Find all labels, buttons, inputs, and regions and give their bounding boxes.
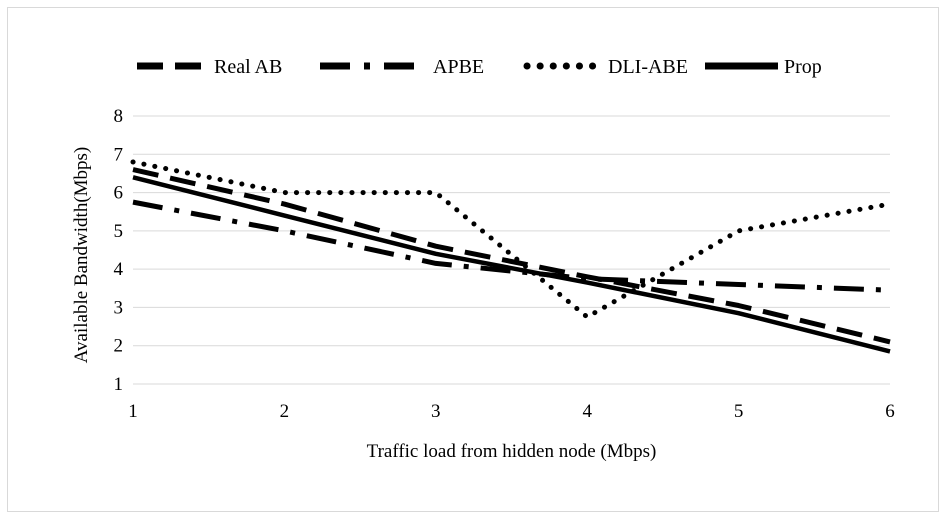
series-line-prop: [132, 175, 891, 354]
x-axis-ticks: 1 2 3 4 5 6: [128, 401, 895, 422]
legend-label: Real AB: [214, 56, 282, 78]
y-tick-label: 3: [114, 297, 124, 318]
y-tick-label: 2: [114, 336, 124, 357]
y-tick-label: 4: [114, 259, 124, 280]
y-tick-label: 8: [114, 106, 124, 127]
x-axis-title: Traffic load from hidden node (Mbps): [367, 441, 657, 462]
series-line-real-ab: [132, 167, 891, 345]
x-tick-label: 4: [582, 401, 592, 422]
x-tick-label: 3: [431, 401, 441, 422]
y-axis-ticks: 1 2 3 4 5 6 7 8: [114, 106, 124, 395]
gridlines: [133, 115, 890, 347]
legend: Real AB APBE DLI-ABE Prop: [137, 56, 822, 78]
y-tick-label: 5: [114, 221, 124, 242]
y-tick-label: 6: [114, 183, 124, 204]
x-tick-label: 1: [128, 401, 138, 422]
legend-label: APBE: [433, 56, 484, 78]
series-line-apbe: [132, 199, 891, 293]
y-tick-label: 1: [114, 374, 124, 395]
y-axis-title: Available Bandwidth(Mbps): [71, 147, 92, 364]
legend-label: DLI-ABE: [608, 56, 688, 78]
legend-label: Prop: [784, 56, 822, 78]
y-tick-label: 7: [114, 144, 124, 165]
x-tick-label: 5: [734, 401, 744, 422]
series-line-dli-abe: [130, 159, 893, 320]
series-lines: [130, 159, 893, 354]
x-tick-label: 6: [885, 401, 895, 422]
x-tick-label: 2: [280, 401, 290, 422]
